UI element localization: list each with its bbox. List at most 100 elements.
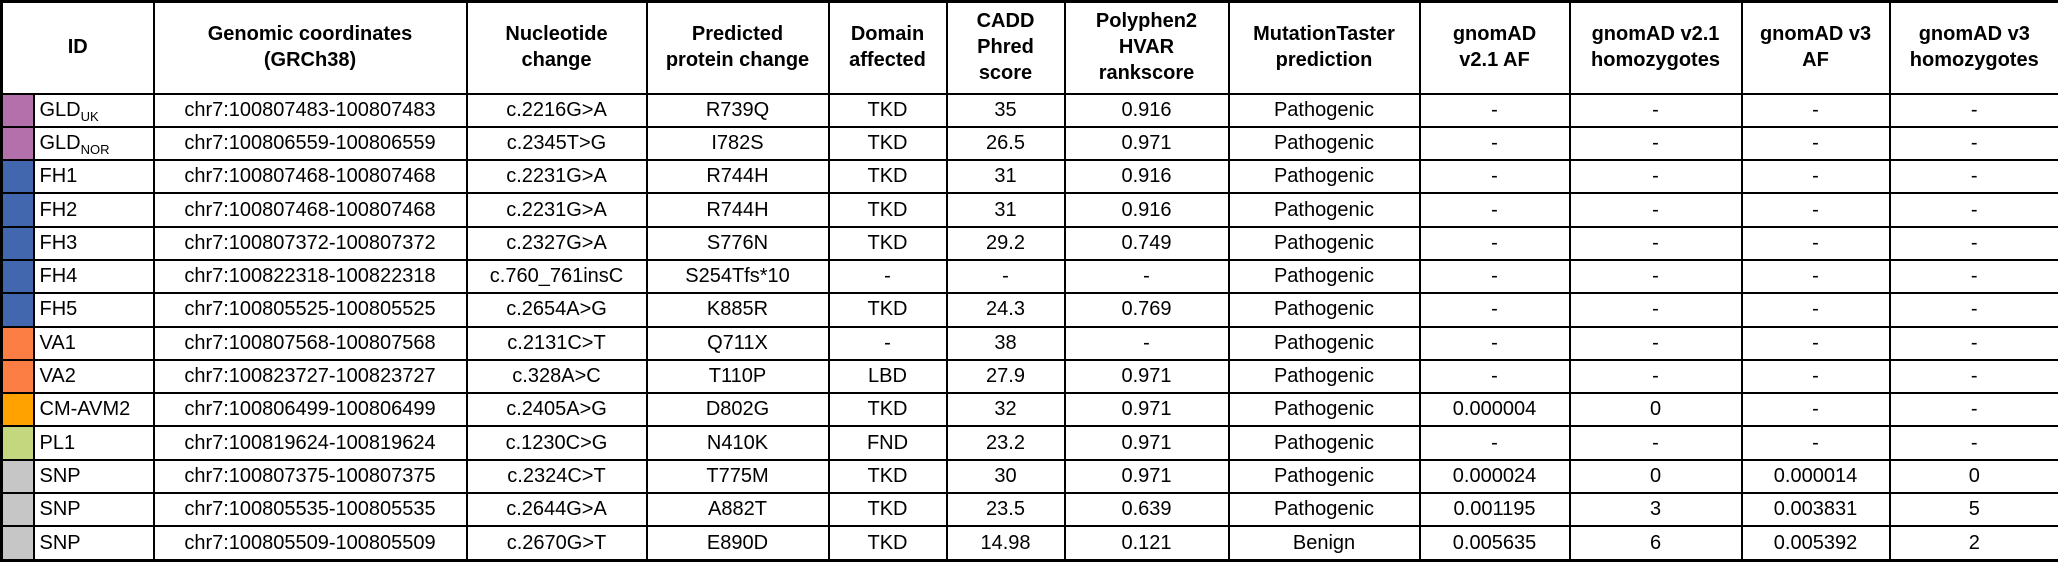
cell-polyphen: 0.121 <box>1063 525 1230 562</box>
cell-polyphen: 0.971 <box>1063 425 1230 461</box>
cell-polyphen: - <box>1063 325 1230 361</box>
cell-polyphen: 0.916 <box>1063 92 1230 128</box>
cell-polyphen: 0.971 <box>1063 458 1230 495</box>
col-header-polyphen2-hvar-rankscore: Polyphen2 HVAR rankscore <box>1063 0 1230 95</box>
row-color-swatch <box>0 225 35 261</box>
col-header-nucleotide-change: Nucleotide change <box>465 0 648 95</box>
cell-gnomad_v21_hom: 0 <box>1568 392 1743 428</box>
cell-polyphen: 0.971 <box>1063 358 1230 395</box>
cell-cadd: 23.2 <box>945 425 1066 461</box>
cell-gnomad_v3_hom: - <box>1888 292 2058 328</box>
cell-cadd: - <box>945 258 1066 295</box>
cell-protein: N410K <box>645 425 830 461</box>
cell-gnomad_v21_hom: 3 <box>1568 492 1743 528</box>
cell-polyphen: - <box>1063 258 1230 295</box>
table-row: FH3 chr7:100807372-100807372 c.2327G>A S776… <box>0 225 2058 261</box>
cell-gnomad_v3_af: 0.003831 <box>1740 492 1891 528</box>
table-header: ID Genomic coordinates (GRCh38) Nucleoti… <box>0 0 2058 95</box>
cell-id: SNP <box>32 492 155 528</box>
row-color-swatch <box>0 258 35 295</box>
cell-mutationtaster: Pathogenic <box>1227 225 1421 261</box>
cell-gnomad_v21_af: - <box>1418 92 1571 128</box>
cell-id: GLDNOR <box>32 125 155 162</box>
row-id-subscript: UK <box>80 108 99 124</box>
cell-id: FH5 <box>32 292 155 328</box>
cell-domain: - <box>827 325 948 361</box>
cell-polyphen: 0.916 <box>1063 192 1230 228</box>
cell-gnomad_v21_hom: - <box>1568 425 1743 461</box>
cell-id: FH1 <box>32 159 155 195</box>
cell-cadd: 24.3 <box>945 292 1066 328</box>
table-row: GLDNOR chr7:100806559-100806559 c.2345T>G I… <box>0 125 2058 162</box>
cell-polyphen: 0.916 <box>1063 159 1230 195</box>
cell-id: FH3 <box>32 225 155 261</box>
cell-gnomad_v21_af: 0.000024 <box>1418 458 1571 495</box>
row-color-swatch <box>0 492 35 528</box>
row-color-swatch <box>0 325 35 361</box>
row-color-swatch <box>0 425 35 461</box>
row-id-label: VA2 <box>39 365 76 388</box>
cell-domain: LBD <box>827 358 948 395</box>
col-header-predicted-protein-change: Predicted protein change <box>645 0 830 95</box>
cell-gnomad_v3_af: - <box>1740 192 1891 228</box>
cell-gnomad_v3_af: - <box>1740 92 1891 128</box>
cell-protein: D802G <box>645 392 830 428</box>
cell-protein: K885R <box>645 292 830 328</box>
cell-polyphen: 0.971 <box>1063 392 1230 428</box>
cell-gnomad_v21_hom: 0 <box>1568 458 1743 495</box>
row-color-swatch <box>0 192 35 228</box>
cell-mutationtaster: Benign <box>1227 525 1421 562</box>
cell-cadd: 31 <box>945 159 1066 195</box>
cell-domain: - <box>827 258 948 295</box>
row-id-label: FH2 <box>39 198 78 221</box>
header-row: ID Genomic coordinates (GRCh38) Nucleoti… <box>0 0 2058 95</box>
cell-gnomad_v3_hom: - <box>1888 258 2058 295</box>
cell-cadd: 29.2 <box>945 225 1066 261</box>
cell-gnomad_v3_af: - <box>1740 225 1891 261</box>
row-id-label: VA1 <box>39 331 76 354</box>
cell-gnomad_v3_hom: - <box>1888 225 2058 261</box>
cell-protein: R744H <box>645 192 830 228</box>
row-id-label: SNP <box>39 498 81 521</box>
col-header-gnomad-v3-af: gnomAD v3 AF <box>1740 0 1891 95</box>
cell-mutationtaster: Pathogenic <box>1227 159 1421 195</box>
cell-coords: chr7:100807568-100807568 <box>152 325 468 361</box>
cell-coords: chr7:100805525-100805525 <box>152 292 468 328</box>
cell-gnomad_v21_hom: - <box>1568 225 1743 261</box>
table-row: SNP chr7:100805509-100805509 c.2670G>T E890… <box>0 525 2058 562</box>
cell-mutationtaster: Pathogenic <box>1227 325 1421 361</box>
cell-mutationtaster: Pathogenic <box>1227 392 1421 428</box>
cell-id: GLDUK <box>32 92 155 128</box>
cell-gnomad_v3_af: - <box>1740 125 1891 162</box>
cell-domain: TKD <box>827 92 948 128</box>
cell-gnomad_v21_af: - <box>1418 325 1571 361</box>
cell-cadd: 26.5 <box>945 125 1066 162</box>
col-header-gnomad-v21-homozygotes: gnomAD v2.1 homozygotes <box>1568 0 1743 95</box>
cell-gnomad_v3_af: 0.000014 <box>1740 458 1891 495</box>
cell-gnomad_v3_af: - <box>1740 358 1891 395</box>
table-row: FH1 chr7:100807468-100807468 c.2231G>A R744… <box>0 159 2058 195</box>
cell-coords: chr7:100806559-100806559 <box>152 125 468 162</box>
col-header-domain-affected: Domain affected <box>827 0 948 95</box>
cell-mutationtaster: Pathogenic <box>1227 258 1421 295</box>
cell-polyphen: 0.639 <box>1063 492 1230 528</box>
cell-mutationtaster: Pathogenic <box>1227 425 1421 461</box>
cell-mutationtaster: Pathogenic <box>1227 92 1421 128</box>
cell-gnomad_v3_hom: - <box>1888 92 2058 128</box>
cell-gnomad_v21_af: - <box>1418 225 1571 261</box>
cell-nucleotide: c.2216G>A <box>465 92 648 128</box>
cell-gnomad_v21_hom: - <box>1568 325 1743 361</box>
table-row: SNP chr7:100805535-100805535 c.2644G>A A882… <box>0 492 2058 528</box>
cell-domain: TKD <box>827 392 948 428</box>
col-header-gnomad-v3-homozygotes: gnomAD v3 homozygotes <box>1888 0 2058 95</box>
cell-gnomad_v21_hom: - <box>1568 258 1743 295</box>
cell-mutationtaster: Pathogenic <box>1227 492 1421 528</box>
table-row: VA2 chr7:100823727-100823727 c.328A>C T110P… <box>0 358 2058 395</box>
cell-domain: TKD <box>827 159 948 195</box>
row-id-label: FH3 <box>39 231 78 254</box>
cell-mutationtaster: Pathogenic <box>1227 125 1421 162</box>
cell-gnomad_v21_hom: - <box>1568 292 1743 328</box>
cell-gnomad_v3_af: - <box>1740 292 1891 328</box>
cell-cadd: 23.5 <box>945 492 1066 528</box>
